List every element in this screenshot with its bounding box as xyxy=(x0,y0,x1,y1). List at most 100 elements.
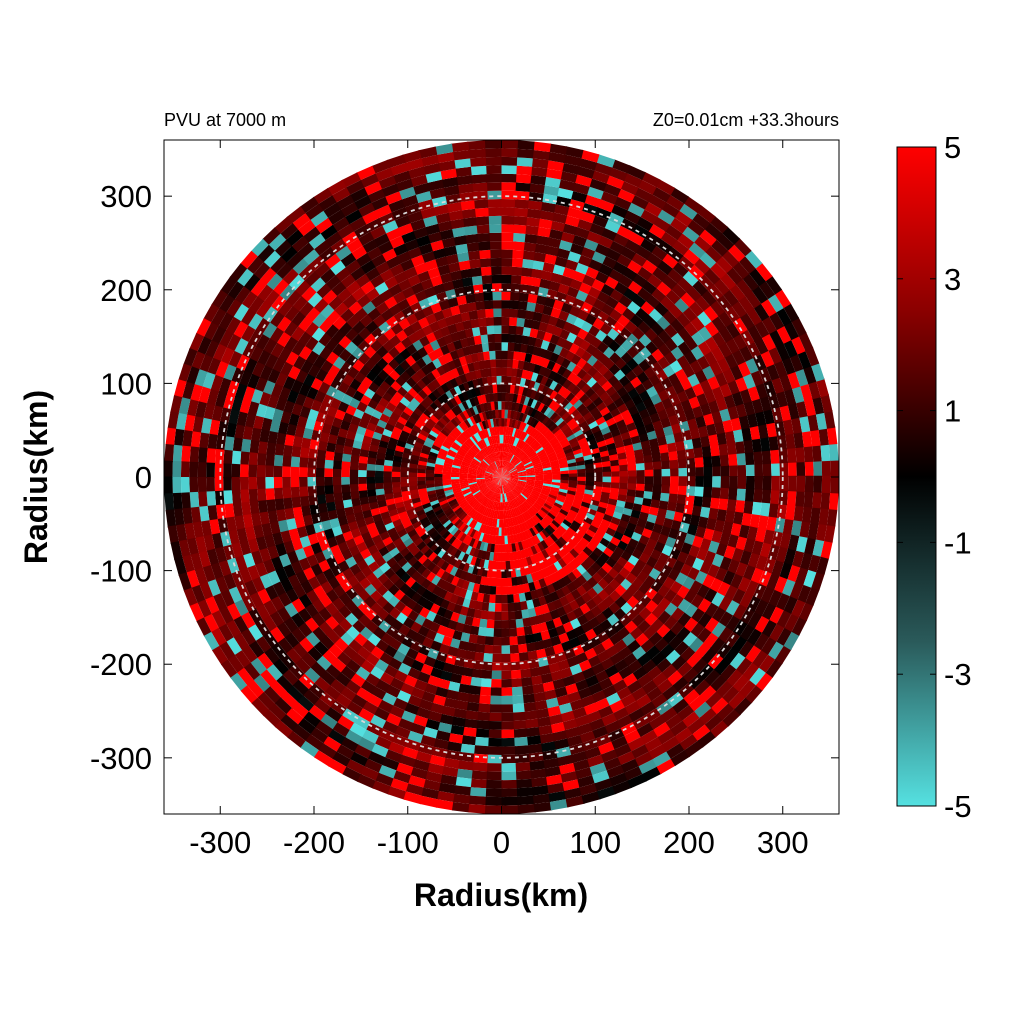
field-cell xyxy=(490,266,502,276)
field-cell xyxy=(377,500,387,509)
field-cell xyxy=(336,744,356,760)
field-cell xyxy=(198,386,211,405)
field-cell xyxy=(448,681,462,692)
field-cell xyxy=(650,287,666,303)
field-cell xyxy=(246,256,264,275)
field-cell xyxy=(485,446,491,455)
field-cell xyxy=(204,613,220,633)
field-cell xyxy=(468,448,477,456)
field-cell xyxy=(542,681,556,692)
field-cell xyxy=(206,462,215,479)
field-cell xyxy=(509,471,518,475)
field-cell xyxy=(501,471,508,477)
field-cell xyxy=(613,706,630,721)
field-cell xyxy=(370,437,381,447)
field-cell xyxy=(510,455,516,463)
field-cell xyxy=(475,513,482,522)
field-cell xyxy=(522,489,531,496)
field-cell xyxy=(525,424,532,434)
field-cell xyxy=(473,548,480,558)
field-cell xyxy=(702,365,716,380)
field-cell xyxy=(277,421,289,436)
field-cell xyxy=(509,478,519,481)
field-cell xyxy=(752,649,769,668)
field-cell xyxy=(770,448,780,464)
field-cell xyxy=(473,199,489,209)
field-cell xyxy=(534,640,546,651)
field-cell xyxy=(290,456,300,468)
field-cell xyxy=(505,552,511,562)
field-cell xyxy=(456,451,466,458)
field-cell xyxy=(527,518,535,528)
field-cell xyxy=(598,677,614,691)
field-cell xyxy=(482,459,490,466)
field-cell xyxy=(285,252,304,270)
field-cell xyxy=(501,471,508,477)
field-cell xyxy=(557,558,568,569)
field-cell xyxy=(366,470,376,478)
field-cell xyxy=(501,485,503,494)
field-cell xyxy=(637,652,653,667)
field-cell xyxy=(244,662,261,682)
field-cell xyxy=(365,673,381,688)
field-cell xyxy=(475,454,483,461)
field-cell xyxy=(266,442,277,456)
field-cell xyxy=(658,443,669,454)
field-cell xyxy=(584,489,594,496)
field-cell xyxy=(812,395,825,415)
field-cell xyxy=(526,726,541,737)
field-cell xyxy=(508,481,516,487)
field-cell xyxy=(676,232,695,250)
field-cell xyxy=(325,351,339,366)
field-cell xyxy=(718,497,729,511)
field-cell xyxy=(484,476,494,478)
field-cell xyxy=(581,570,593,582)
field-cell xyxy=(577,468,586,474)
field-cell xyxy=(571,364,582,376)
field-cell xyxy=(516,787,535,797)
field-cell xyxy=(511,686,524,696)
field-cell xyxy=(499,510,502,520)
field-cell xyxy=(547,151,566,163)
field-cell xyxy=(506,463,512,471)
field-cell xyxy=(704,245,723,263)
field-cell xyxy=(601,380,613,392)
field-cell xyxy=(679,377,693,391)
field-cell xyxy=(257,441,268,455)
field-cell xyxy=(397,416,408,426)
field-cell xyxy=(719,531,731,546)
field-cell xyxy=(421,787,441,800)
field-cell xyxy=(182,507,193,526)
field-cell xyxy=(592,725,610,739)
field-cell xyxy=(527,426,535,435)
field-cell xyxy=(597,589,610,601)
field-cell xyxy=(505,384,511,394)
field-cell xyxy=(346,513,357,525)
field-cell xyxy=(427,490,437,496)
field-cell xyxy=(449,446,459,454)
field-cell xyxy=(566,581,577,593)
field-cell xyxy=(501,468,503,477)
field-cell xyxy=(304,418,316,431)
field-cell xyxy=(514,334,523,344)
field-cell xyxy=(513,601,522,612)
field-cell xyxy=(200,417,212,435)
field-cell xyxy=(391,477,401,483)
field-cell xyxy=(410,640,423,653)
field-cell xyxy=(418,491,428,498)
field-cell xyxy=(667,303,683,319)
field-cell xyxy=(598,741,616,755)
field-cell xyxy=(479,464,487,470)
field-cell xyxy=(506,510,510,519)
field-cell xyxy=(396,401,407,412)
field-cell xyxy=(540,457,550,463)
field-cell xyxy=(397,279,412,292)
field-cell xyxy=(626,259,643,274)
field-cell xyxy=(362,701,380,716)
field-cell xyxy=(686,651,703,668)
field-cell xyxy=(766,421,777,438)
field-cell xyxy=(277,606,292,623)
field-cell xyxy=(490,367,497,377)
field-cell xyxy=(511,436,516,446)
field-cell xyxy=(620,693,637,708)
